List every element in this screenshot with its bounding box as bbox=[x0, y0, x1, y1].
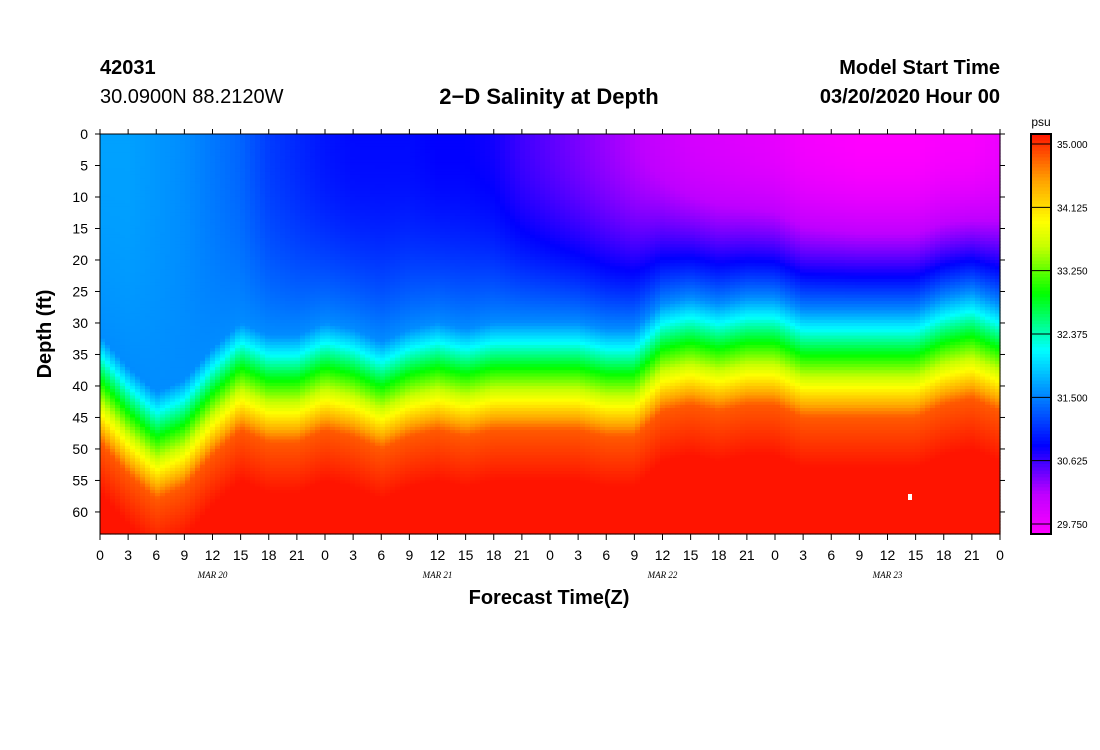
salinity-chart: 051015202530354045505560 0 3 6 9 12 15 18 21 0 3 6… bbox=[0, 0, 1100, 750]
salinity-heatmap bbox=[100, 134, 1001, 535]
